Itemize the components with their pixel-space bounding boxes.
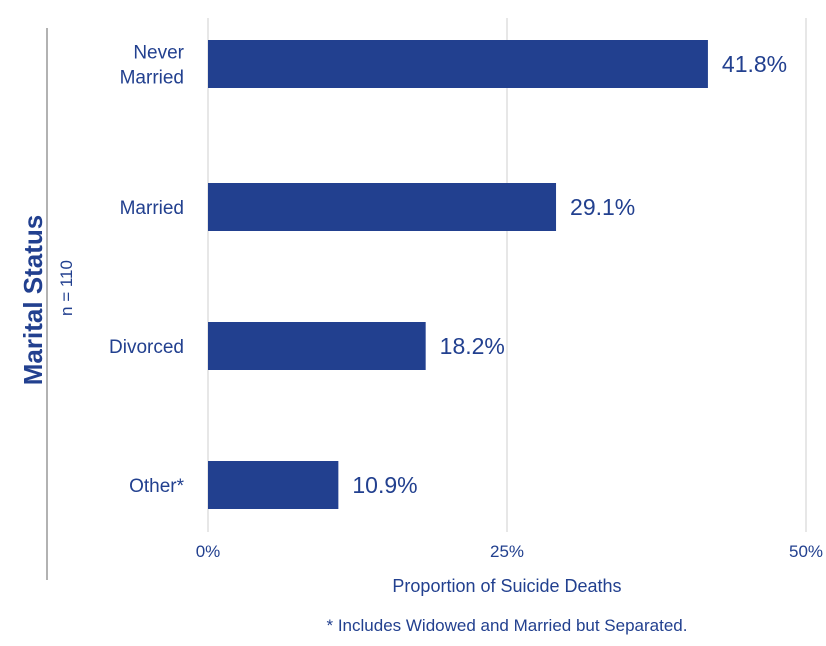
bar-value-label: 18.2% [440,333,505,359]
labels: 0% 25% 50% 41.8% Never Married 29.1% Married 18.… [109,43,823,562]
category-label-line: Divorced [109,337,184,358]
category-label-line: Married [120,198,184,219]
category-label: Never Married [120,43,185,89]
category-label-line: Other* [129,476,185,497]
x-tick-label: 50% [789,542,823,561]
category-label: Divorced [109,337,184,358]
category-label: Other* [129,476,185,497]
bars [208,40,708,509]
bar [208,461,339,509]
category-label: Married [120,198,184,219]
bar-value-label: 29.1% [570,194,635,220]
bar-value-label: 10.9% [352,472,417,498]
x-tick-label: 0% [196,542,221,561]
bar-value-label: 41.8% [722,51,787,77]
bar [208,40,708,88]
category-label-line: Married [120,68,184,89]
bar [208,322,426,370]
chart-title: Marital Status [18,215,48,386]
bar [208,183,557,231]
grid-lines [207,18,807,532]
footnote: * Includes Widowed and Married but Separ… [327,616,688,635]
x-axis-label: Proportion of Suicide Deaths [392,576,621,596]
category-label-line: Never [133,43,184,64]
x-tick-label: 25% [490,542,524,561]
chart-subtitle: n = 110 [57,260,76,316]
